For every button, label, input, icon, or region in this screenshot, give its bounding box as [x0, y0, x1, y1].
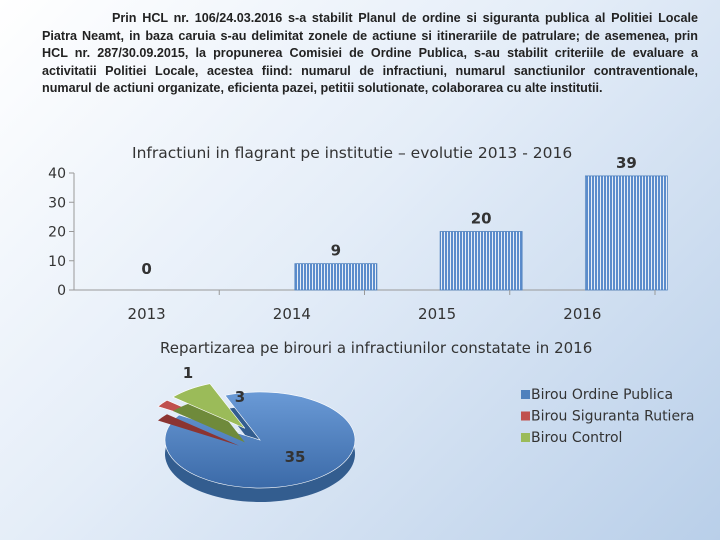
- pie-data-label: 35: [285, 448, 306, 466]
- x-tick-label: 2013: [128, 305, 166, 323]
- bar: [584, 175, 668, 291]
- legend-swatch: [521, 390, 530, 399]
- pie-data-label: 1: [183, 364, 193, 382]
- y-tick-label: 20: [48, 225, 66, 241]
- pie-slice: [164, 391, 356, 489]
- pie-data-label: 3: [235, 388, 245, 406]
- legend-swatch: [521, 433, 530, 442]
- legend-label: Birou Siguranta Rutiera: [531, 409, 694, 425]
- pie-legend: Birou Ordine Publica Birou Siguranta Ruti…: [521, 387, 694, 446]
- bar-data-label: 20: [471, 210, 492, 228]
- x-tick-label: 2014: [273, 305, 311, 323]
- bar-marks: 2013 0 2014 9 2015 20 2016 39: [128, 154, 668, 323]
- pie-slice: [157, 399, 240, 432]
- bar-chart-title: Infractiuni in flagrant pe institutie – …: [132, 144, 572, 162]
- intro-text: Prin HCL nr. 106/24.03.2016 s-a stabilit…: [42, 11, 698, 95]
- pie-slice-side: [172, 397, 245, 443]
- y-tick-label: 0: [57, 283, 66, 299]
- pie-chart-title: Repartizarea pe birouri a infractiunilor…: [160, 339, 592, 357]
- bar-data-label: 39: [616, 154, 637, 172]
- intro-paragraph: Prin HCL nr. 106/24.03.2016 s-a stabilit…: [42, 10, 698, 98]
- y-axis-ticks: 0 10 20 30 40: [48, 166, 74, 299]
- bar: [439, 231, 523, 291]
- y-tick-label: 10: [48, 254, 66, 270]
- pie-slice: [172, 383, 246, 429]
- legend-label: Birou Control: [531, 430, 622, 446]
- bar-chart: Infractiuni in flagrant pe institutie – …: [48, 144, 668, 323]
- x-tick-label: 2016: [563, 305, 601, 323]
- bar-data-label: 0: [141, 260, 151, 278]
- pie-slice-side: [157, 414, 239, 446]
- legend-swatch: [521, 411, 530, 421]
- legend-label: Birou Ordine Publica: [531, 387, 673, 403]
- bar: [294, 263, 378, 291]
- pie-slices: 35 1 3: [157, 364, 356, 502]
- x-tick-label: 2015: [418, 305, 456, 323]
- y-tick-label: 40: [48, 166, 66, 182]
- bar-data-label: 9: [331, 242, 341, 260]
- pie-slice-side: [165, 406, 355, 502]
- y-tick-label: 30: [48, 195, 66, 211]
